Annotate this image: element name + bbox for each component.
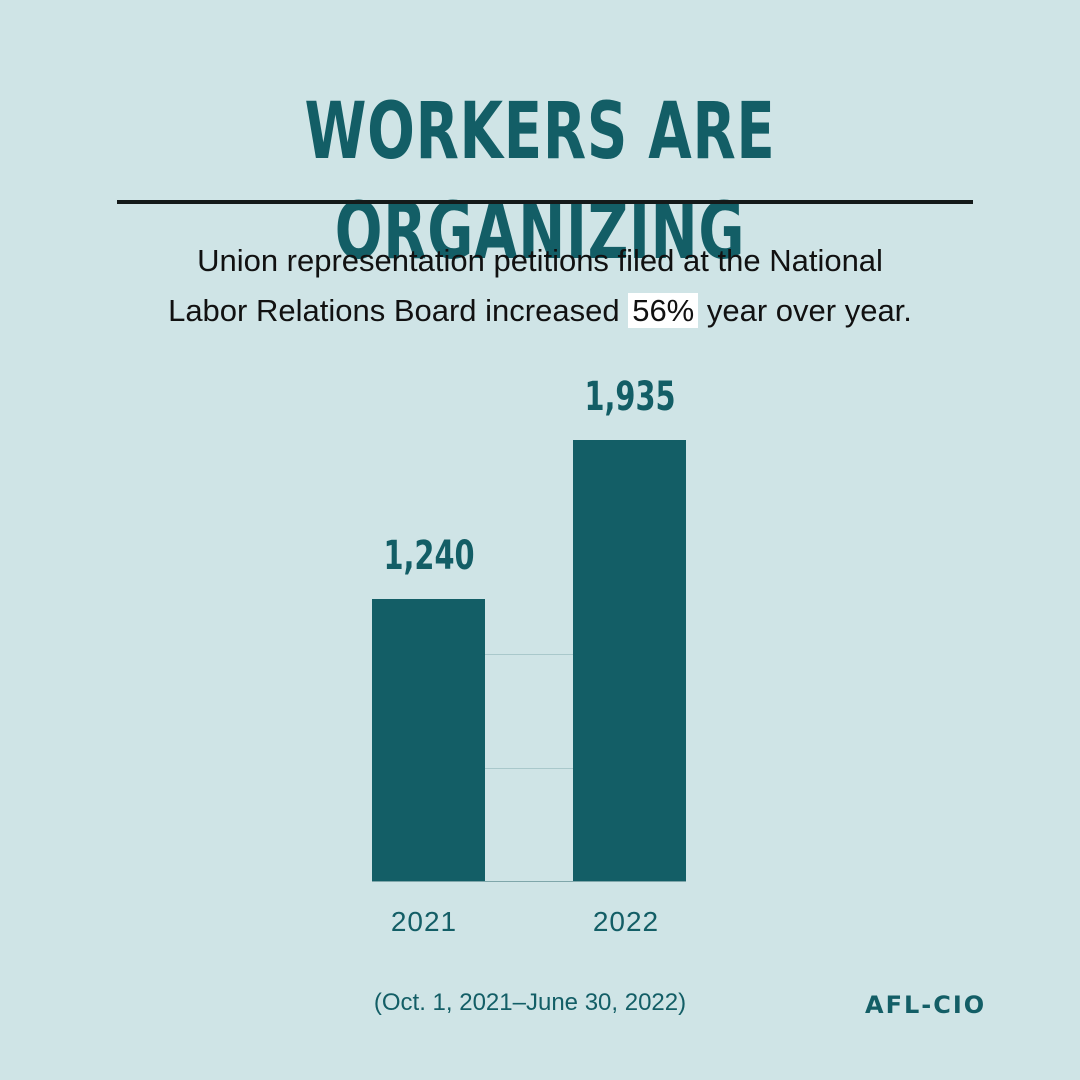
percent-highlight: 56% xyxy=(628,293,699,328)
x-axis-baseline xyxy=(372,881,686,882)
gridline xyxy=(485,768,573,769)
afl-cio-logo: AFL-CIO xyxy=(865,991,987,1019)
subtitle-line-2-end: year over year. xyxy=(698,293,912,328)
gridline xyxy=(485,654,573,655)
date-range-footnote: (Oct. 1, 2021–June 30, 2022) xyxy=(373,989,687,1016)
subtitle-line-1: Union representation petitions filed at … xyxy=(197,243,883,278)
x-label-2021: 2021 xyxy=(390,906,458,937)
bar-2022 xyxy=(573,440,686,882)
subtitle: Union representation petitions filed at … xyxy=(0,236,1080,336)
x-label-2022: 2022 xyxy=(592,906,660,937)
bar-value-2021: 1,240 xyxy=(383,533,475,579)
title-divider xyxy=(117,200,973,204)
bar-value-2022: 1,935 xyxy=(584,374,676,420)
subtitle-line-2-start: Labor Relations Board increased xyxy=(168,293,629,328)
subtitle-line-2: Labor Relations Board increased 56% year… xyxy=(0,286,1080,336)
bar-2021 xyxy=(372,599,485,882)
